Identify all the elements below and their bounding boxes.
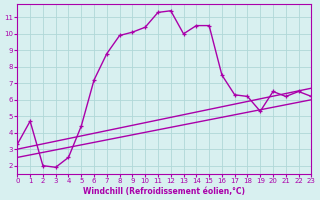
X-axis label: Windchill (Refroidissement éolien,°C): Windchill (Refroidissement éolien,°C) — [84, 187, 245, 196]
